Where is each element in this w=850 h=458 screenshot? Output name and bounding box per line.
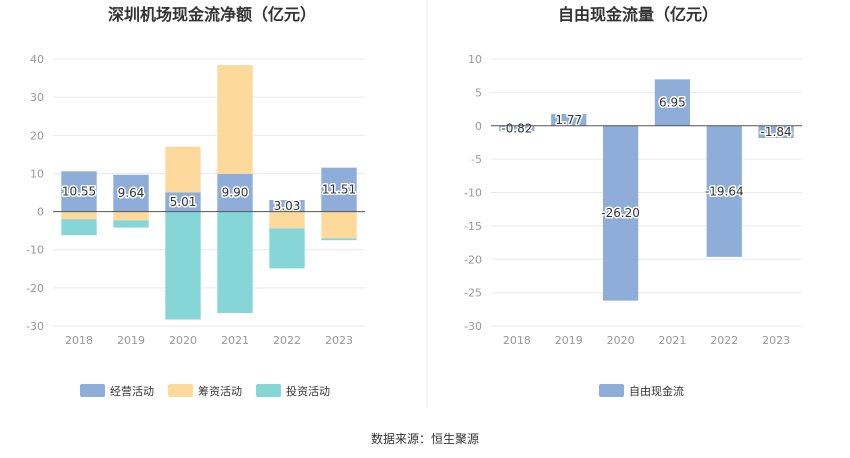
y-tick-label: -30 [26,320,44,333]
y-tick-label: 0 [37,206,44,219]
x-tick-label: 2021 [658,334,686,347]
y-tick-label: 5 [475,86,482,99]
bar-2023-筹资活动 [321,211,357,239]
legend: 自由现金流 [599,384,684,398]
bar-2018-筹资活动 [61,211,97,220]
y-axis: 40 30 20 10 0 -10 -20 -30 [26,53,44,333]
data-label: 9.90 [222,186,249,200]
bar-2022-投资活动 [269,228,305,269]
bar-2020-自由现金流 [602,125,639,301]
bar-2018-投资活动 [61,219,97,236]
legend-label: 筹资活动 [198,384,242,398]
data-label: 1.77 [555,113,582,127]
x-tick-label: 2021 [221,334,249,347]
bar-2022-经营活动 [269,200,305,212]
bar-2019-经营活动 [113,174,149,212]
x-tick-label: 2020 [169,334,197,347]
legend-swatch [168,384,193,397]
y-tick-label: -10 [26,244,44,257]
legend-label: 投资活动 [286,384,330,398]
x-tick-label: 2019 [117,334,145,347]
data-labels: 10.55 9.64 5.01 9.90 3.03 11.51 [60,181,357,214]
y-tick-label: -30 [464,320,482,333]
x-tick-label: 2018 [503,334,531,347]
chart-title: 深圳机场现金流净额（亿元） [108,5,316,24]
y-tick-label: -20 [464,253,482,266]
bar-2019-投资活动 [113,220,149,228]
chart-title: 自由现金流量（亿元） [558,5,718,24]
gridlines [53,58,365,327]
y-tick-label: -5 [471,153,482,166]
legend-swatch [256,384,281,397]
bar-2021-经营活动 [217,173,253,212]
x-tick-label: 2020 [607,334,635,347]
bar-2021-筹资活动 [217,65,253,174]
bar-2023-投资活动 [321,238,357,241]
x-axis: 2018 2019 2020 2021 2022 2023 [503,334,790,347]
x-tick-label: 2022 [710,334,738,347]
gridlines [491,58,802,327]
bar-2020-投资活动 [165,211,201,320]
x-tick-label: 2023 [762,334,790,347]
data-label: 6.95 [659,96,686,110]
legend: 经营活动 筹资活动 投资活动 [80,384,330,398]
source-note: 数据来源：恒生聚源 [371,431,479,446]
y-tick-label: -20 [26,282,44,295]
data-label: 9.64 [118,186,145,200]
data-label: -0.82 [501,121,532,135]
bar-2019-自由现金流 [551,113,587,126]
bar-2020-筹资活动 [165,146,201,193]
x-tick-label: 2023 [325,334,353,347]
bar-2022-自由现金流 [706,125,742,257]
data-label: 11.51 [322,183,356,197]
y-tick-label: 0 [475,120,482,133]
bar-2020-经营活动 [165,192,201,212]
legend-label: 自由现金流 [629,384,684,398]
y-tick-label: -10 [464,187,482,200]
x-tick-label: 2019 [555,334,583,347]
y-tick-label: 10 [468,53,482,66]
bar-2023-经营活动 [321,167,357,212]
data-label: 3.03 [274,199,301,213]
bar-2021-自由现金流 [654,79,691,126]
data-label: -26.20 [601,206,640,220]
data-label: -1.84 [761,125,792,139]
legend-swatch [599,384,624,397]
y-tick-label: 40 [30,53,44,66]
x-tick-label: 2018 [65,334,93,347]
y-tick-label: 20 [30,129,44,142]
y-tick-label: 10 [30,167,44,180]
y-tick-label: -15 [464,220,482,233]
bar-2018-经营活动 [61,171,97,212]
data-label: 5.01 [170,195,197,209]
x-axis: 2018 2019 2020 2021 2022 2023 [65,334,353,347]
data-label: 10.55 [62,184,96,198]
x-tick-label: 2022 [273,334,301,347]
bar-2021-投资活动 [217,211,253,314]
bar-2023-自由现金流 [758,125,794,139]
bars [499,79,794,301]
data-label: -19.64 [705,184,744,198]
y-axis: 10 5 0 -5 -10 -15 -20 -25 -30 [464,53,482,333]
y-tick-label: 30 [30,91,44,104]
bar-2019-筹资活动 [113,211,149,221]
legend-swatch [80,384,105,397]
bar-2022-筹资活动 [269,211,305,229]
data-labels: -0.82 1.77 -26.20 6.95 -19.64 -1.84 [500,94,793,222]
bar-2018-自由现金流 [499,125,535,132]
legend-label: 经营活动 [110,384,154,398]
y-tick-label: -25 [464,287,482,300]
bars [61,65,357,320]
